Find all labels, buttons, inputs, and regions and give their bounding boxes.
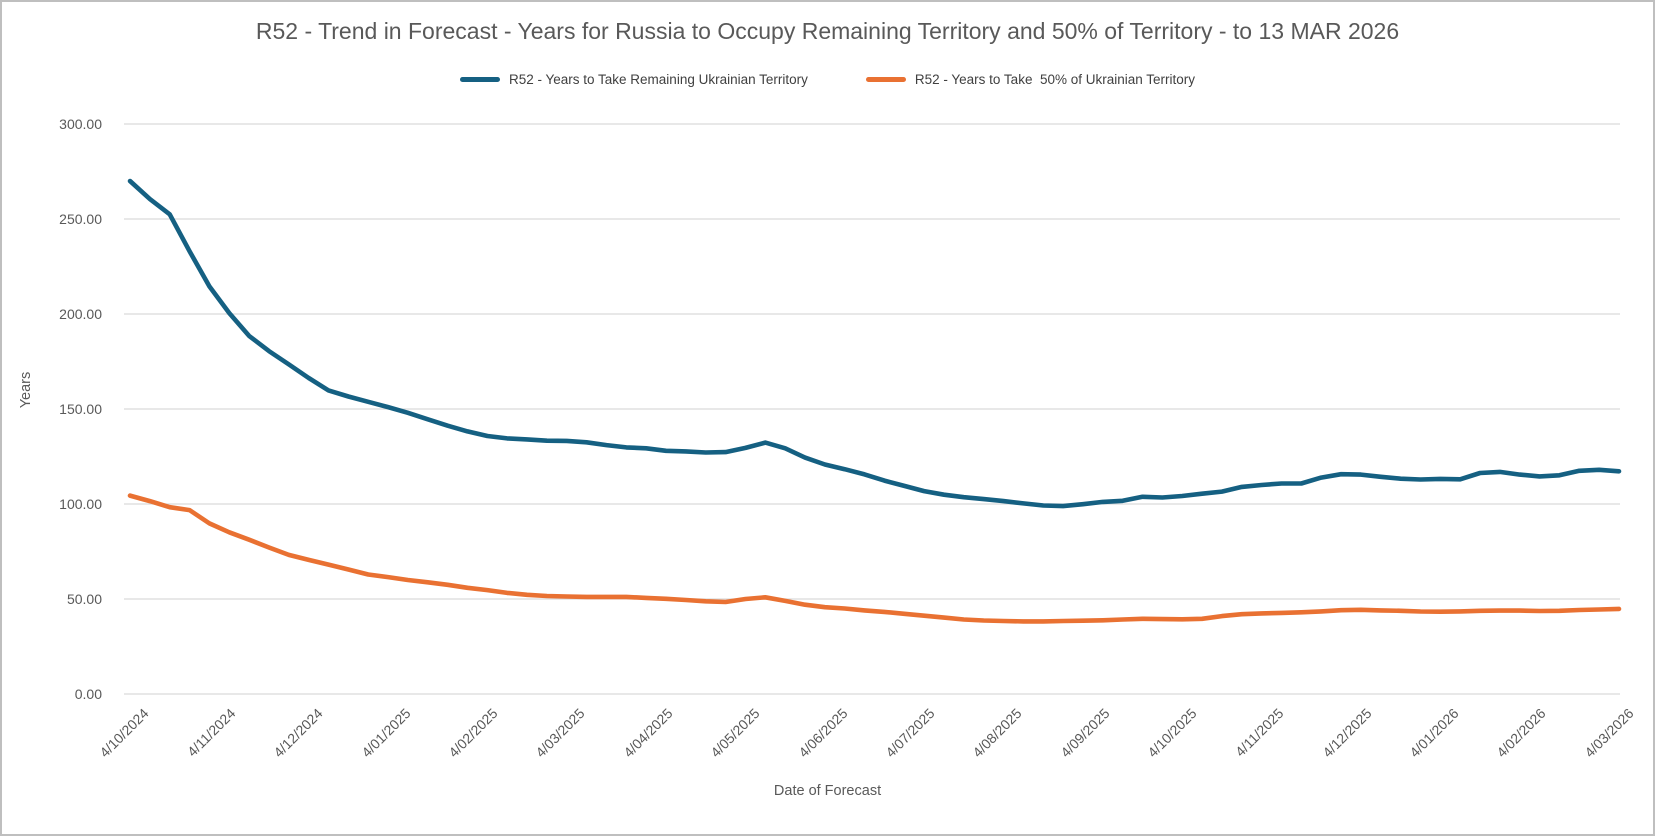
y-tick-label: 0.00 — [74, 686, 102, 702]
chart-title: R52 - Trend in Forecast - Years for Russ… — [255, 18, 1400, 44]
y-tick-label: 250.00 — [59, 211, 102, 227]
legend: R52 - Years to Take Remaining Ukrainian … — [2, 72, 1653, 87]
series-line-1 — [127, 493, 1622, 624]
legend-item-remaining-territory: R52 - Years to Take Remaining Ukrainian … — [459, 72, 808, 87]
y-tick-label: 150.00 — [59, 401, 102, 417]
y-tick-label: 50.00 — [66, 591, 102, 607]
legend-line-swatch-50-percent-territory — [865, 77, 906, 82]
y-tick-label: 300.00 — [59, 116, 102, 132]
legend-label-remaining-territory: R52 - Years to Take Remaining Ukrainian … — [508, 72, 808, 87]
y-tick-label: 100.00 — [59, 496, 102, 512]
y-tick-label: 200.00 — [59, 306, 102, 322]
x-axis-title: Date of Forecast — [773, 783, 882, 799]
series-line-0 — [127, 178, 1622, 509]
legend-label-50-percent-territory: R52 - Years to Take 50% of Ukrainian Ter… — [914, 72, 1196, 87]
legend-item-50-percent-territory: R52 - Years to Take 50% of Ukrainian Ter… — [865, 72, 1196, 87]
legend-line-swatch-remaining-territory — [459, 77, 500, 82]
